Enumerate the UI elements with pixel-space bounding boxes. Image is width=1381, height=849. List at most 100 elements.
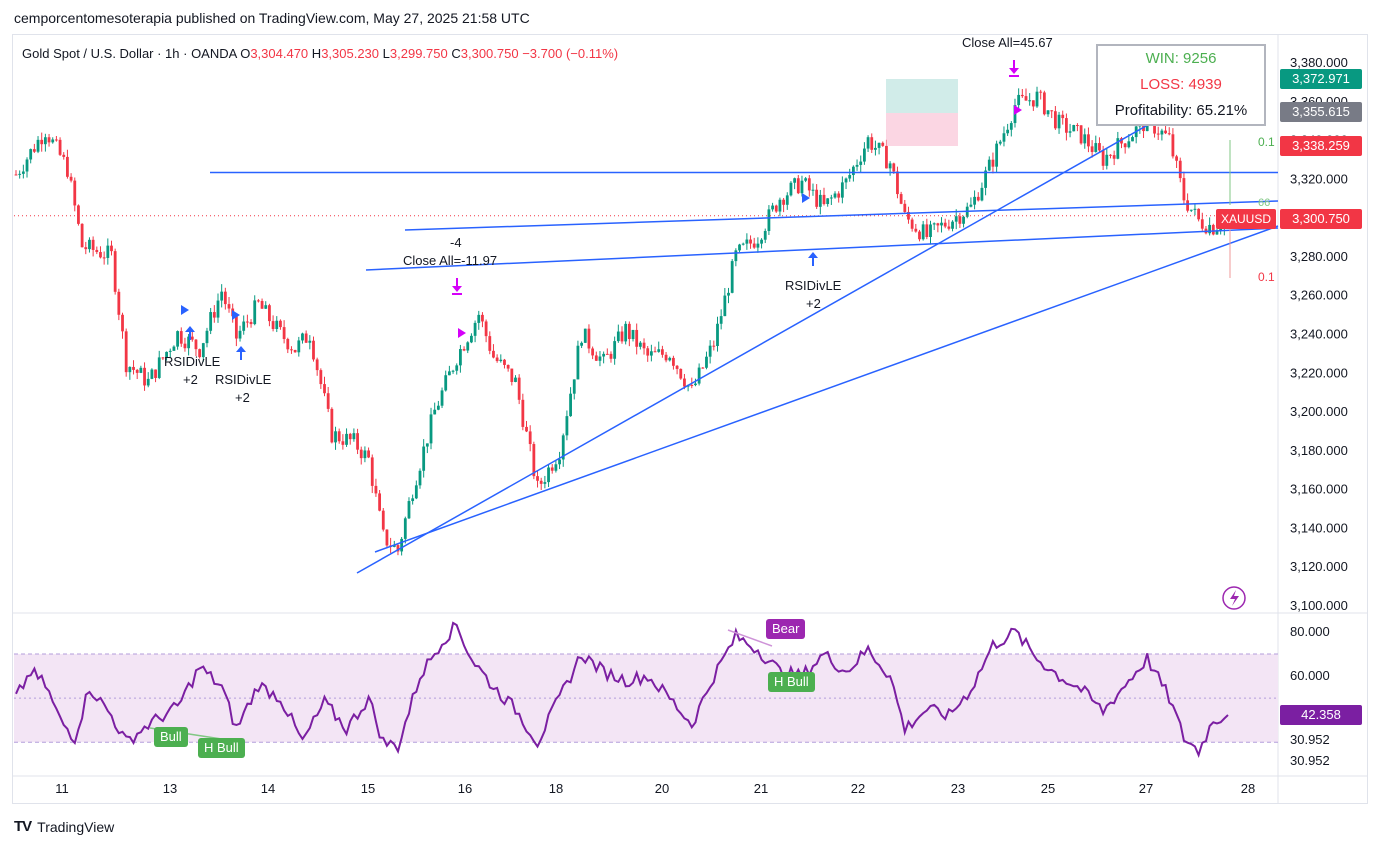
candle-body: [635, 329, 639, 347]
candle-body: [844, 178, 848, 183]
candle-body: [583, 328, 587, 343]
price-badge-entry: 3,355.615: [1280, 102, 1362, 122]
candle-body: [730, 261, 734, 293]
candle-body: [216, 300, 220, 318]
candle-body: [88, 239, 91, 250]
candle-body: [708, 345, 712, 357]
candle-body: [279, 320, 282, 328]
candle-body: [187, 336, 191, 349]
candle-body: [1211, 224, 1215, 235]
y-tick-label: 3,240.000: [1290, 327, 1348, 342]
trend-line-lower: [365, 227, 1279, 271]
candle-body: [367, 450, 370, 458]
candle-body: [613, 341, 617, 359]
candle-body: [1123, 143, 1127, 148]
candle-body: [907, 211, 910, 220]
candle-body: [198, 349, 202, 358]
candle-body: [771, 205, 774, 210]
candle-body: [631, 329, 635, 340]
candle-body: [679, 368, 683, 379]
signal-label-count-1: +2: [183, 372, 198, 387]
candle-body: [848, 175, 852, 179]
candle-body: [804, 178, 808, 181]
candle-body: [484, 321, 488, 337]
candle-body: [793, 178, 797, 183]
candle-body: [1090, 146, 1094, 152]
projection-mid-label: 66: [1258, 197, 1270, 209]
candle-body: [598, 356, 602, 361]
chart-frame: [12, 34, 1368, 804]
candle-body: [954, 216, 958, 222]
candle-body: [1065, 118, 1068, 133]
candle-body: [609, 353, 613, 359]
candle-body: [539, 480, 543, 484]
candle-body: [991, 159, 995, 167]
candle-body: [411, 498, 415, 502]
win-count: WIN: 9256: [1145, 50, 1217, 67]
candle-body: [1112, 155, 1116, 159]
candle-body: [414, 485, 418, 499]
candle-body: [998, 141, 1002, 144]
candle-body: [77, 205, 80, 224]
candle-body: [330, 408, 334, 443]
candle-body: [268, 305, 271, 322]
candle-body: [1006, 129, 1010, 134]
overlay-layer: [14, 79, 1279, 574]
candle-body: [407, 501, 411, 519]
candle-body: [462, 349, 466, 351]
candle-body: [888, 163, 892, 169]
candle-body: [51, 139, 55, 143]
candle-body: [1068, 131, 1072, 133]
candle-body: [727, 292, 730, 296]
trade-marker: [458, 328, 466, 338]
rsi-bear-badge: Bear: [766, 619, 806, 639]
candle-body: [1031, 100, 1035, 107]
candle-body: [661, 349, 664, 355]
candle-body: [807, 178, 811, 191]
x-tick-label: 11: [55, 781, 69, 796]
candle-body: [194, 339, 198, 350]
candle-body: [290, 349, 293, 351]
candle-body: [139, 367, 143, 373]
price-badge-target: 3,372.971: [1280, 69, 1362, 89]
candle-body: [796, 178, 800, 194]
signal-label-count-2: +2: [235, 390, 250, 405]
candle-body: [837, 193, 841, 198]
candle-body: [150, 369, 154, 379]
candle-body: [352, 433, 356, 440]
candle-body: [165, 351, 168, 358]
candle-body: [738, 244, 741, 251]
candle-body: [459, 349, 462, 366]
candle-body: [580, 342, 583, 346]
candle-body: [242, 321, 246, 331]
tradingview-footer[interactable]: TV TradingView: [14, 818, 114, 835]
x-tick-label: 27: [1139, 781, 1153, 796]
candle-body: [113, 251, 117, 292]
candle-body: [859, 161, 863, 165]
symbol-legend[interactable]: Gold Spot / U.S. Dollar · 1h · OANDA O3,…: [22, 46, 618, 61]
candle-body: [943, 222, 947, 227]
candle-body: [1046, 110, 1050, 115]
candle-body: [257, 300, 260, 302]
signal-label-rsidivle-1: RSIDivLE: [164, 354, 221, 369]
candle-body: [436, 405, 440, 410]
candle-body: [910, 219, 914, 229]
candle-body: [444, 375, 448, 391]
candle-body: [649, 351, 653, 356]
candle-body: [264, 305, 268, 309]
candle-body: [25, 159, 29, 172]
candle-body: [91, 239, 95, 250]
candle-body: [576, 345, 580, 380]
candle-body: [503, 359, 506, 365]
candle-body: [561, 435, 565, 460]
y-tick-label: 3,180.000: [1290, 443, 1348, 458]
legend-close-label: C: [451, 46, 461, 61]
candle-body: [40, 139, 44, 145]
candle-body: [1164, 130, 1167, 134]
candle-body: [749, 239, 752, 244]
candle-body: [425, 443, 429, 447]
candle-body: [161, 357, 165, 359]
candle-body: [110, 245, 113, 252]
candle-body: [55, 139, 58, 141]
